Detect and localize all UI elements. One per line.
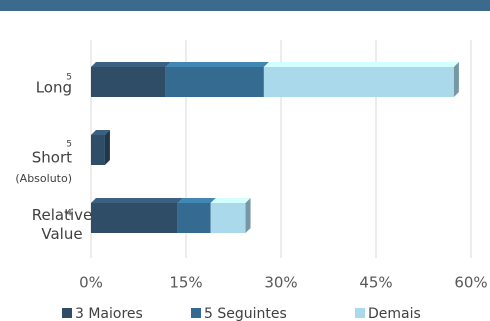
legend-label: Demais	[368, 306, 421, 321]
header-band	[0, 0, 490, 11]
legend-swatch	[62, 308, 72, 318]
bar-top	[91, 130, 110, 135]
legend-label: 3 Maiores	[75, 306, 143, 321]
x-tick-label: 60%	[454, 274, 487, 292]
bar-top	[263, 62, 459, 67]
category-label: Short	[32, 149, 72, 167]
x-tick-label: 45%	[359, 274, 392, 292]
bar	[91, 67, 166, 97]
bar	[91, 135, 105, 165]
bar	[263, 67, 454, 97]
legend-swatch	[191, 308, 201, 318]
legend-swatch	[355, 308, 365, 318]
bar-top	[210, 198, 251, 203]
category-note: 5	[66, 73, 72, 83]
category-note: 5	[66, 140, 72, 150]
bar-top	[91, 198, 183, 203]
bar-top	[165, 62, 269, 67]
legend-label: 5 Seguintes	[204, 306, 287, 321]
bar	[177, 203, 211, 233]
bar-side	[245, 198, 251, 233]
x-tick-label: 30%	[264, 274, 297, 292]
category-note: 4	[66, 209, 72, 219]
x-tick-label: 15%	[169, 274, 202, 292]
category-label: Long	[36, 79, 72, 97]
x-tick-label: 0%	[79, 274, 103, 292]
bar	[210, 203, 246, 233]
bar-side	[453, 62, 459, 97]
bar-side	[104, 130, 110, 165]
bar-top	[177, 198, 216, 203]
category-subtitle: (Absoluto)	[15, 172, 72, 185]
bar	[91, 203, 178, 233]
category-label: Relative Value	[32, 206, 93, 243]
bar-top	[91, 62, 171, 67]
bar	[165, 67, 264, 97]
